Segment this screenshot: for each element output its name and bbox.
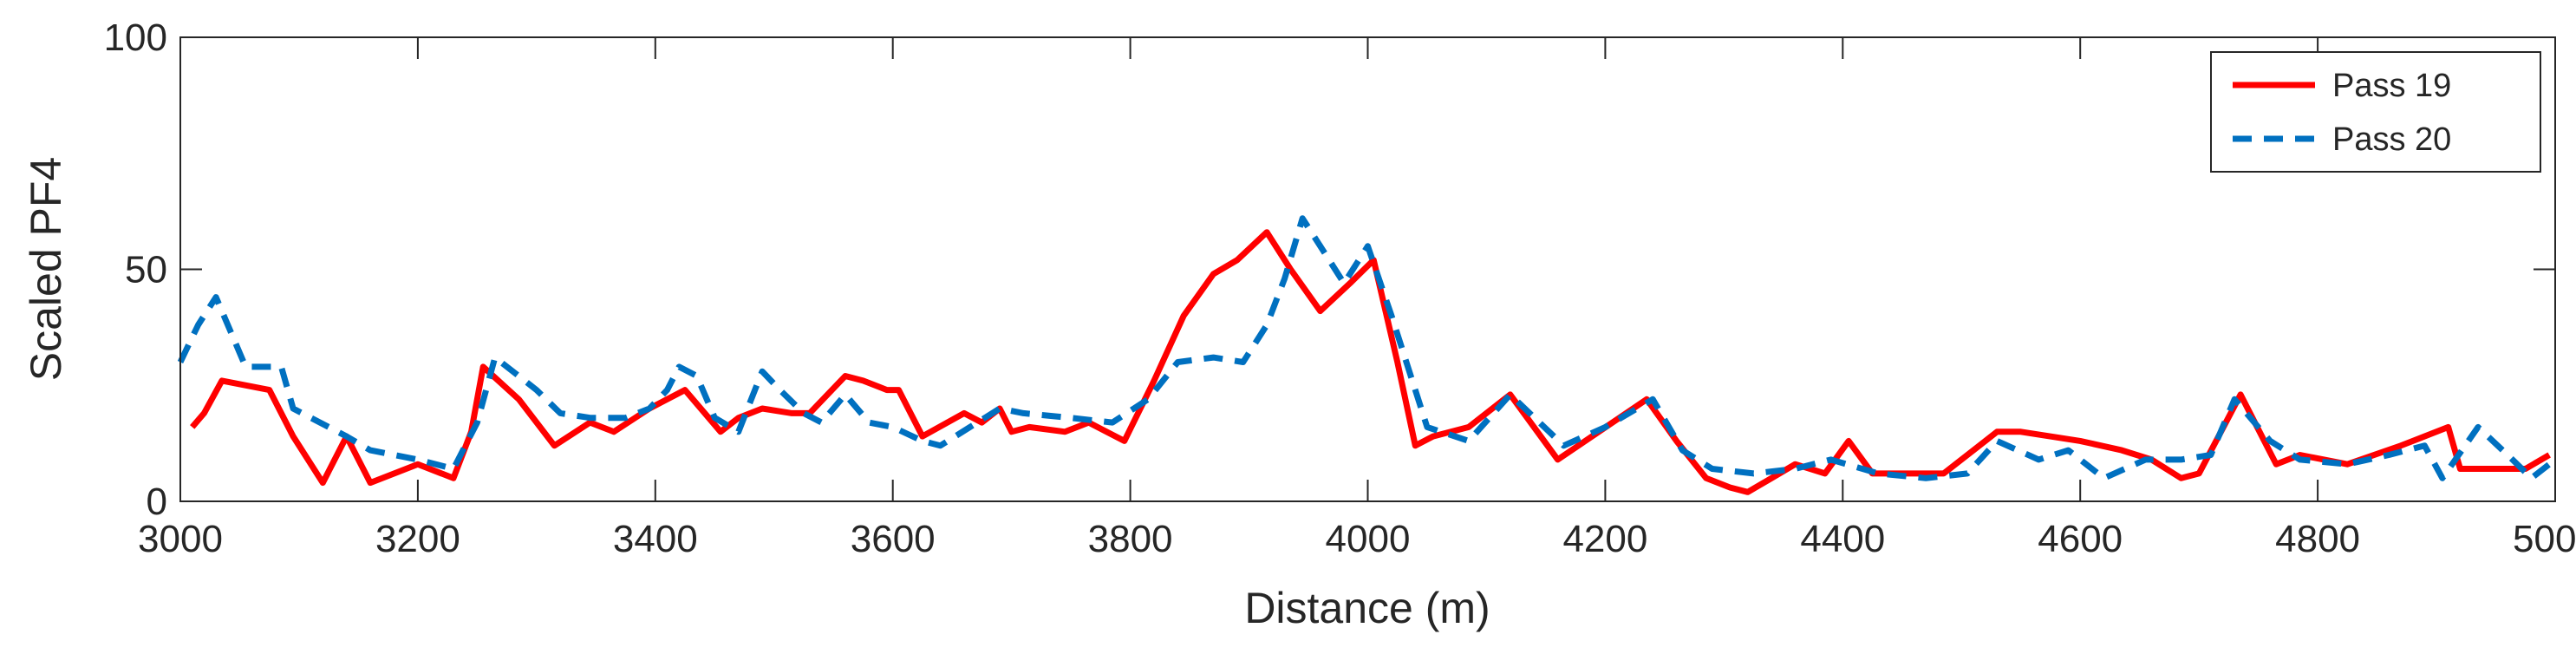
x-tick-label: 3600 [851, 518, 936, 560]
x-axis-label: Distance (m) [1244, 584, 1490, 632]
axes-layer [179, 36, 2556, 502]
legend-label-pass-19: Pass 19 [2332, 68, 2451, 104]
x-tick-label: 3400 [613, 518, 698, 560]
x-tick-label: 3800 [1088, 518, 1173, 560]
x-tick-label: 4000 [1326, 518, 1411, 560]
x-tick-label: 4200 [1562, 518, 1647, 560]
x-tick-label: 4400 [1800, 518, 1885, 560]
x-tick-label: 3200 [375, 518, 460, 560]
series-line-pass-20 [177, 215, 2552, 481]
y-axis-label: Scaled PF4 [22, 157, 70, 381]
y-tick-label: 0 [147, 481, 167, 523]
y-tick-label: 100 [104, 16, 167, 59]
x-tick-label: 4600 [2038, 518, 2123, 560]
legend: Pass 19 Pass 20 [2210, 51, 2541, 173]
legend-label-pass-20: Pass 20 [2332, 121, 2451, 158]
x-tick-label: 4800 [2275, 518, 2360, 560]
series-layer [177, 215, 2552, 495]
legend-box [2210, 51, 2541, 173]
series-line-pass-19 [190, 229, 2551, 495]
tick-label-layer: 3000 3200 3400 3600 3800 4000 4200 4400 4600 4800… [104, 16, 2576, 560]
x-tick-label: 3000 [138, 518, 223, 560]
y-tick-label: 50 [125, 249, 167, 291]
